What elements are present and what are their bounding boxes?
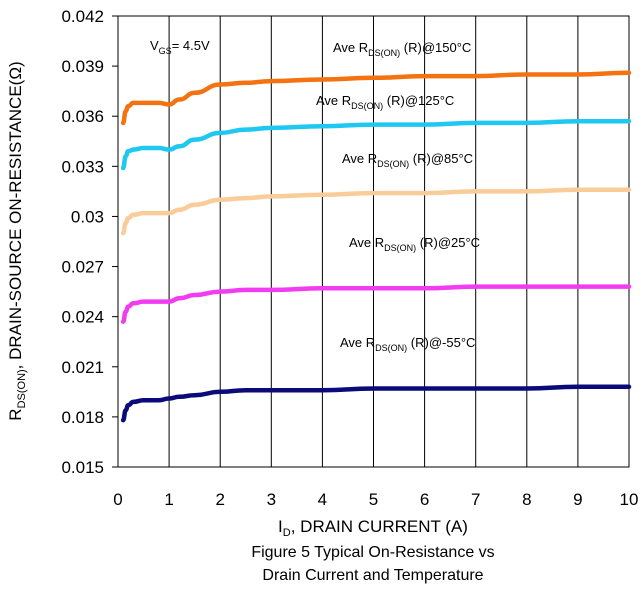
x-tick-label: 5 [369, 490, 378, 509]
x-tick-label: 3 [267, 490, 276, 509]
x-tick-label: 1 [164, 490, 173, 509]
series-label-125c: Ave RDS(ON) (R)@125°C [316, 93, 454, 111]
figure-caption-line-2: Drain Current and Temperature [262, 567, 483, 584]
y-tick-label: 0.027 [61, 258, 104, 277]
y-tick-label: 0.021 [61, 358, 104, 377]
series-group [120, 70, 632, 423]
y-tick-label: 0.015 [61, 458, 104, 477]
figure-caption-line-1: Figure 5 Typical On-Resistance vs [251, 544, 494, 561]
condition-label: VGS= 4.5V [150, 38, 210, 56]
y-tick-label: 0.018 [61, 408, 104, 427]
y-tick-label: 0.024 [61, 308, 104, 327]
x-tick-label: 4 [318, 490, 327, 509]
x-axis-ticks: 0 1 2 3 4 5 6 7 8 9 10 [113, 490, 638, 509]
series-line-25c [120, 284, 632, 324]
y-axis-ticks: 0.015 0.018 0.021 0.024 0.027 0.03 0.033 0.036 0… [61, 7, 118, 477]
x-tick-label: 10 [620, 490, 639, 509]
series-label-85c: Ave RDS(ON) (R)@85°C [342, 151, 473, 169]
x-tick-label: 7 [471, 490, 480, 509]
plot-area: VGS= 4.5V Ave RDS(ON) (R)@150°C Ave RDS(… [117, 15, 632, 468]
y-tick-label: 0.033 [61, 157, 104, 176]
x-tick-label: 8 [522, 490, 531, 509]
x-axis-title: ID, DRAIN CURRENT (A) [278, 517, 468, 539]
series-label-150c: Ave RDS(ON) (R)@150°C [333, 40, 471, 58]
series-label-25c: Ave RDS(ON) (R)@25°C [349, 235, 480, 253]
series-line-85c [120, 187, 632, 236]
x-tick-label: 9 [573, 490, 582, 509]
y-tick-label: 0.036 [61, 107, 104, 126]
x-tick-label: 2 [215, 490, 224, 509]
series-label-minus55c: Ave RDS(ON) (R)@-55°C [340, 335, 475, 353]
series-line-150c [120, 70, 632, 126]
y-tick-label: 0.042 [61, 7, 104, 26]
x-tick-label: 0 [113, 490, 122, 509]
series-line-minus55c [120, 384, 632, 423]
annotations: VGS= 4.5V Ave RDS(ON) (R)@150°C Ave RDS(… [150, 38, 480, 353]
series-line-125c [120, 118, 632, 171]
y-tick-label: 0.039 [61, 57, 104, 76]
y-tick-label: 0.03 [71, 207, 104, 226]
y-axis-title: RDS(ON), DRAIN-SOURCE ON-RESISTANCE(Ω) [6, 61, 28, 420]
x-tick-label: 6 [420, 490, 429, 509]
